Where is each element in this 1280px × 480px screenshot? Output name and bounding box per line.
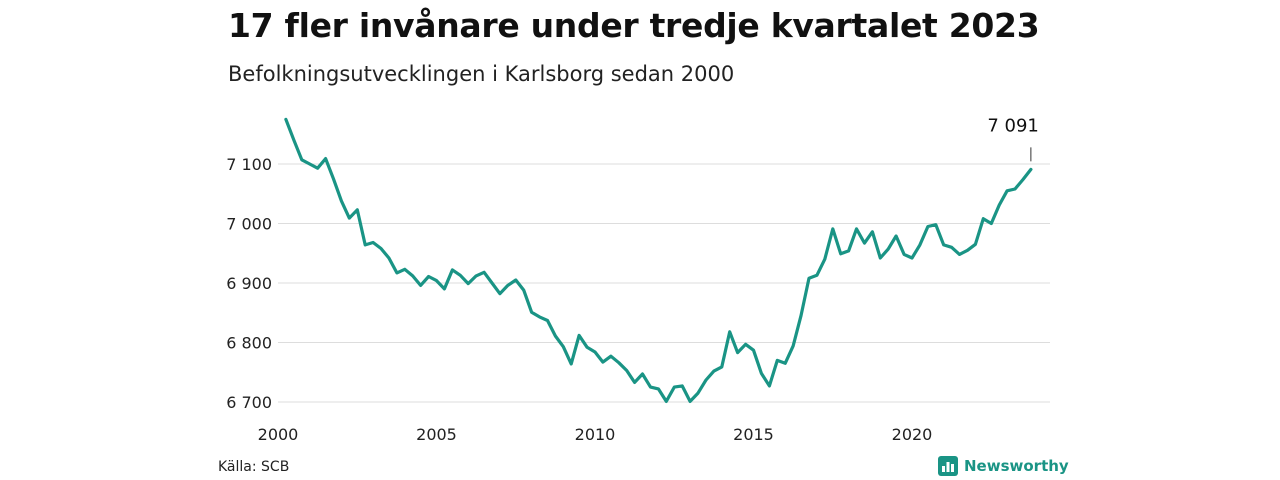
bar-chart-icon xyxy=(938,456,958,476)
end-annotation: 7 091 xyxy=(987,115,1039,162)
y-tick-label: 6 900 xyxy=(226,274,272,293)
brand-name: Newsworthy xyxy=(964,457,1069,475)
end-value-label: 7 091 xyxy=(987,115,1039,136)
y-axis-ticks: 6 700 6 800 6 900 7 000 7 100 xyxy=(226,155,272,412)
y-tick-label: 7 100 xyxy=(226,155,272,174)
x-tick-label: 2005 xyxy=(416,425,457,444)
x-tick-label: 2020 xyxy=(892,425,933,444)
source-note: Källa: SCB xyxy=(218,459,290,475)
x-tick-label: 2000 xyxy=(258,425,299,444)
brand-logo[interactable]: Newsworthy xyxy=(938,456,1069,476)
x-tick-label: 2010 xyxy=(575,425,616,444)
chart-subtitle: Befolkningsutvecklingen i Karlsborg seda… xyxy=(228,62,735,86)
chart-title: 17 fler invånare under tredje kvartalet … xyxy=(228,6,1040,45)
y-tick-label: 6 700 xyxy=(226,393,272,412)
series-line-group xyxy=(284,117,1033,403)
series-line xyxy=(284,117,1033,403)
y-tick-label: 7 000 xyxy=(226,215,272,234)
gridlines xyxy=(278,163,1050,403)
y-tick-label: 6 800 xyxy=(226,334,272,353)
x-axis-ticks: 2000 2005 2010 2015 2020 xyxy=(258,425,933,444)
x-tick-label: 2015 xyxy=(733,425,774,444)
